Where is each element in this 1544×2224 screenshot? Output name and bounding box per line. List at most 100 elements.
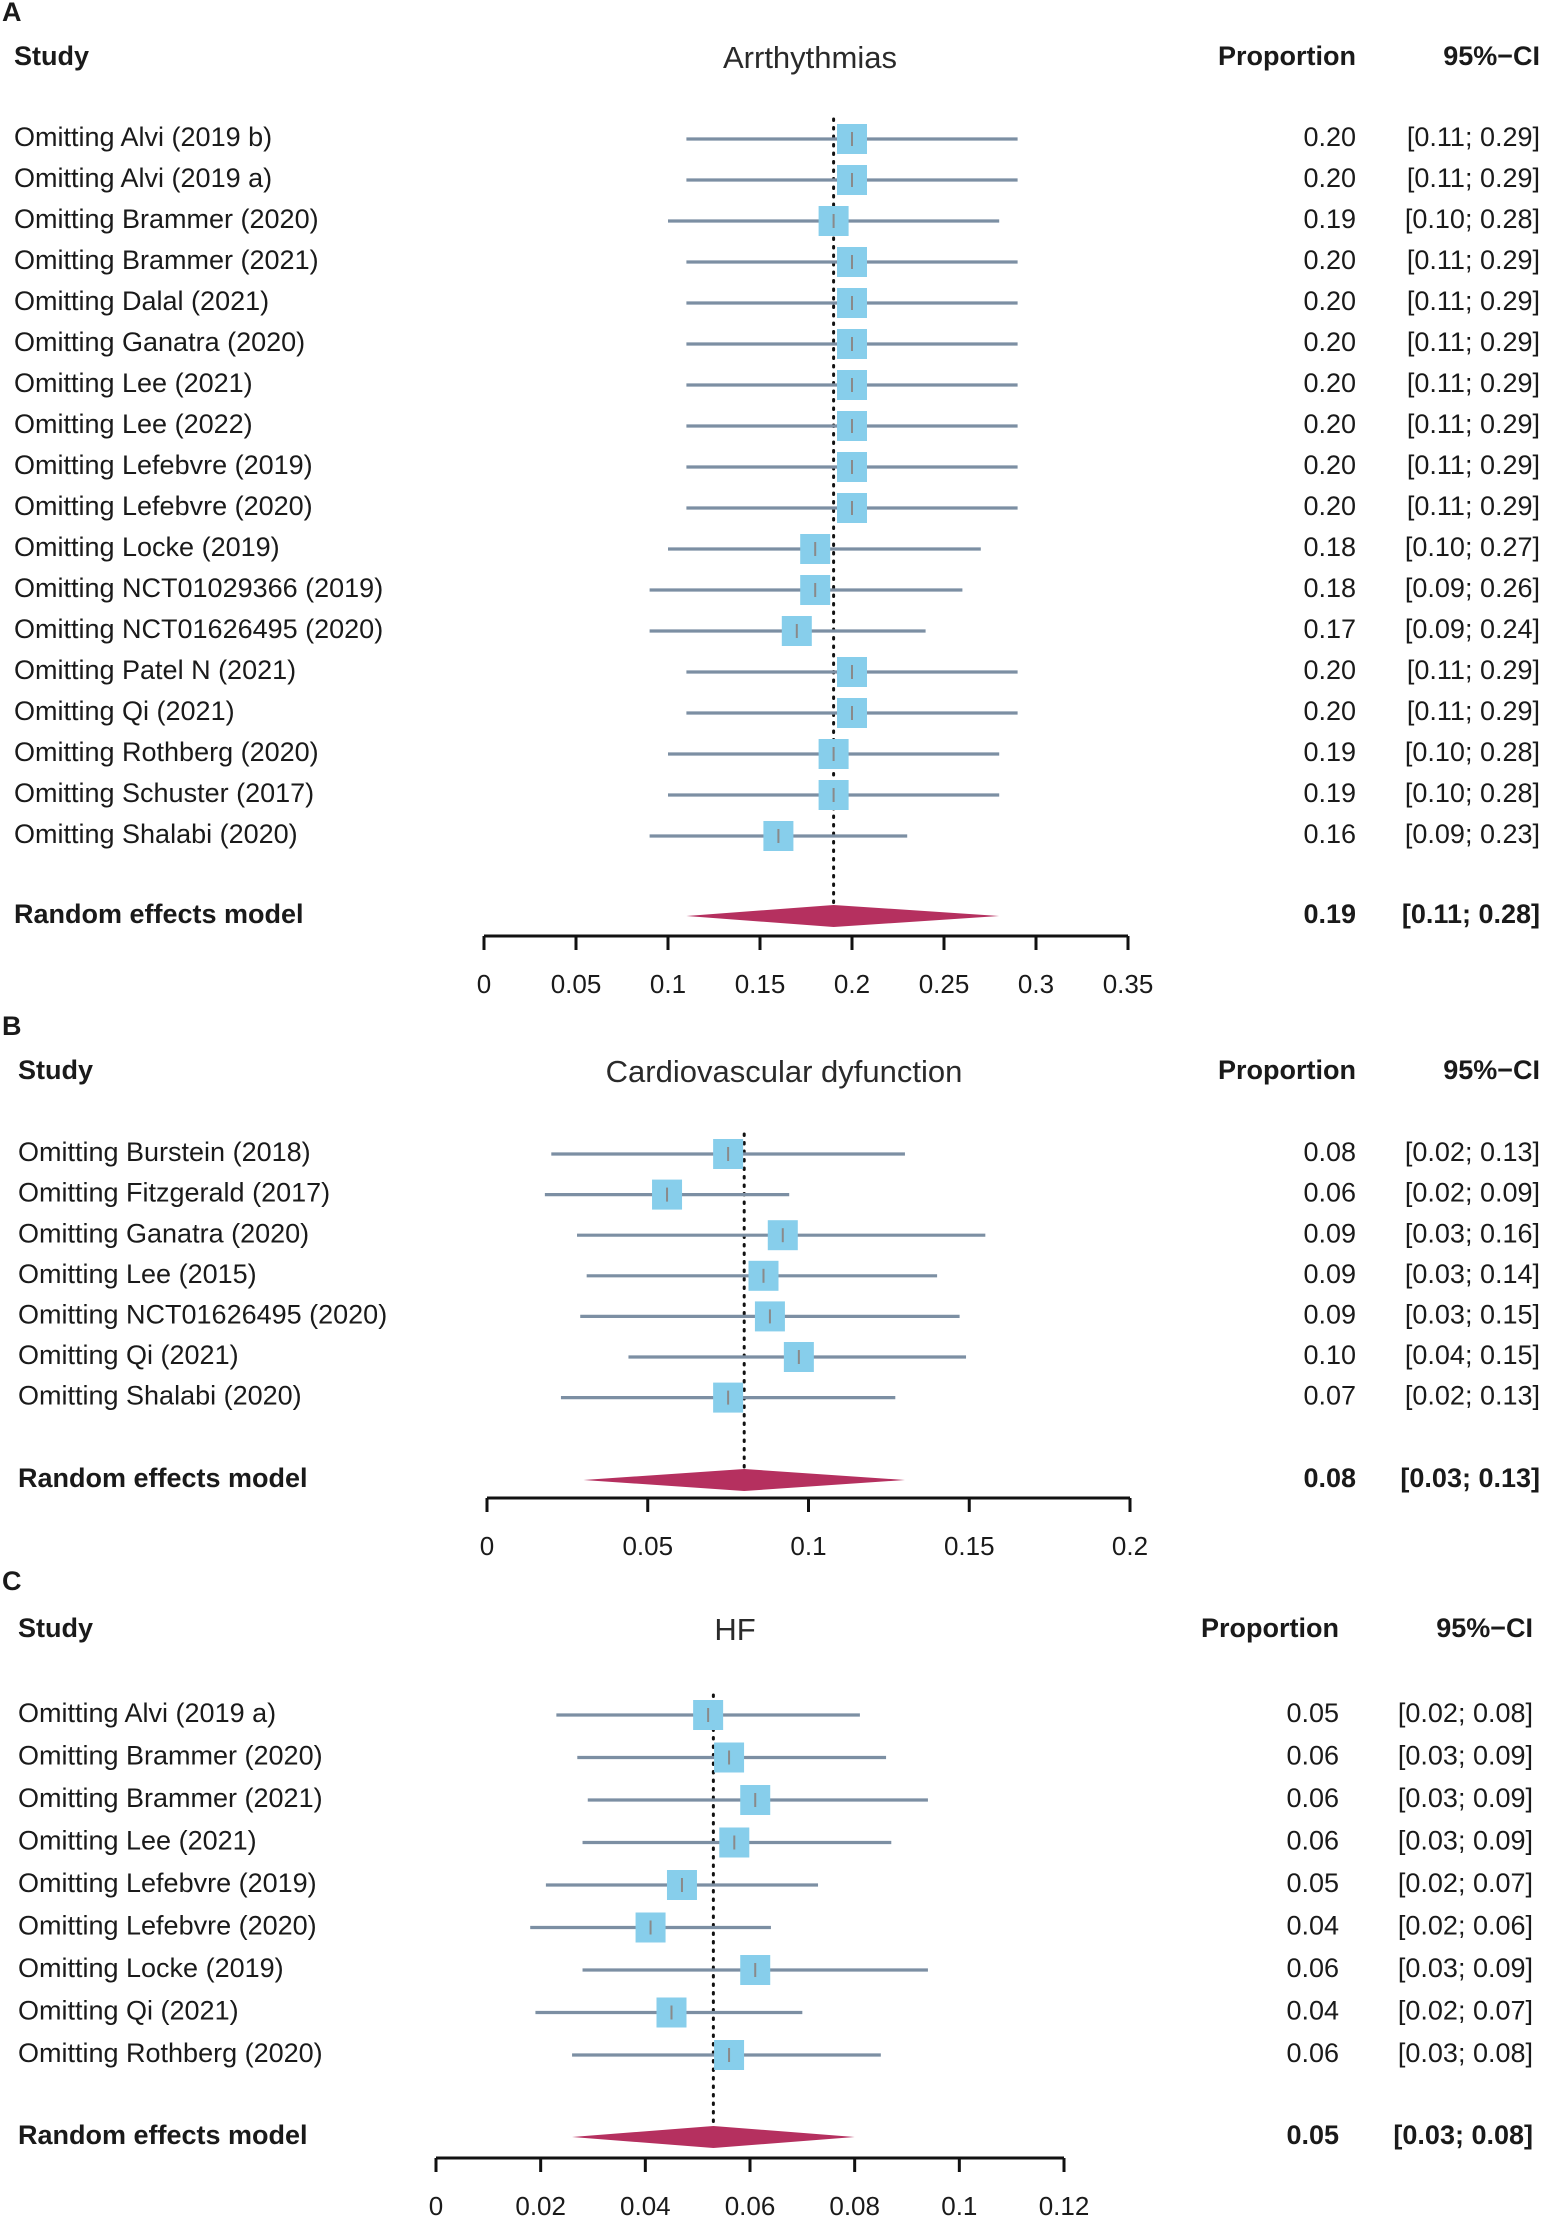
panel-a-ci-value: [0.09; 0.23] (1405, 819, 1540, 849)
panel-a-title: Arrthythmias (723, 40, 897, 75)
panel-c-ci-value: [0.03; 0.09] (1398, 1741, 1533, 1771)
panel-b-tick-label: 0.2 (1112, 1531, 1148, 1561)
panel-a-ci-value: [0.11; 0.29] (1407, 368, 1540, 398)
panel-c-proportion-value: 0.04 (1286, 1911, 1339, 1941)
panel-a-ci-value: [0.11; 0.29] (1407, 655, 1540, 685)
panel-a-ci-value: [0.10; 0.28] (1405, 778, 1540, 808)
panel-a-study-label: Omitting Lefebvre (2019) (14, 450, 313, 480)
panel-b-ci-value: [0.02; 0.13] (1405, 1381, 1540, 1411)
panel-a-ci-value: [0.11; 0.29] (1407, 327, 1540, 357)
panel-b-summary-diamond (583, 1469, 905, 1491)
panel-a-study-label: Omitting Dalal (2021) (14, 286, 269, 316)
panel-b-study-label: Omitting Qi (2021) (18, 1340, 239, 1370)
panel-c-header-proportion: Proportion (1201, 1613, 1339, 1643)
panel-c-ci-value: [0.02; 0.08] (1398, 1698, 1533, 1728)
panel-a-study-label: Omitting Locke (2019) (14, 532, 280, 562)
panel-b-header-proportion: Proportion (1218, 1055, 1356, 1085)
panel-a-summary-diamond (686, 905, 1000, 927)
panel-a-proportion-value: 0.20 (1303, 286, 1356, 316)
panel-c-proportion-value: 0.06 (1286, 1953, 1339, 1983)
panel-b-letter: B (2, 1011, 22, 1041)
panel-c-tick-label: 0.06 (725, 2191, 776, 2221)
panel-c-ci-value: [0.03; 0.09] (1398, 1783, 1533, 1813)
panel-b-study-label: Omitting Lee (2015) (18, 1259, 257, 1289)
panel-a-study-label: Omitting Rothberg (2020) (14, 737, 319, 767)
panel-c-tick-label: 0.12 (1039, 2191, 1090, 2221)
panel-a-proportion-value: 0.20 (1303, 409, 1356, 439)
panel-a-study-label: Omitting Alvi (2019 b) (14, 122, 272, 152)
panel-b-proportion-value: 0.09 (1303, 1259, 1356, 1289)
panel-b-proportion-value: 0.08 (1303, 1137, 1356, 1167)
panel-b-summary-ci: [0.03; 0.13] (1400, 1463, 1540, 1493)
panel-a-proportion-value: 0.20 (1303, 696, 1356, 726)
panel-c-summary-diamond (572, 2126, 855, 2148)
panel-c-ci-value: [0.03; 0.08] (1398, 2038, 1533, 2068)
panel-c-ci-value: [0.02; 0.07] (1398, 1868, 1533, 1898)
panel-c-study-label: Omitting Brammer (2021) (18, 1783, 323, 1813)
panel-a-study-label: Omitting Brammer (2020) (14, 204, 319, 234)
panel-c-study-label: Omitting Lee (2021) (18, 1826, 257, 1856)
panel-a-summary-proportion: 0.19 (1303, 899, 1356, 929)
panel-c-proportion-value: 0.05 (1286, 1698, 1339, 1728)
panel-a-ci-value: [0.11; 0.29] (1407, 286, 1540, 316)
panel-a-ci-value: [0.09; 0.24] (1405, 614, 1540, 644)
panel-a-ci-value: [0.11; 0.29] (1407, 409, 1540, 439)
panel-a-ci-value: [0.10; 0.28] (1405, 204, 1540, 234)
panel-c-header-study: Study (18, 1613, 93, 1643)
panel-c-study-label: Omitting Lefebvre (2019) (18, 1868, 317, 1898)
panel-c-ci-value: [0.02; 0.06] (1398, 1911, 1533, 1941)
panel-b-header-study: Study (18, 1055, 93, 1085)
panel-c-study-label: Omitting Brammer (2020) (18, 1741, 323, 1771)
panel-c-proportion-value: 0.06 (1286, 1741, 1339, 1771)
panel-c-summary-ci: [0.03; 0.08] (1393, 2120, 1533, 2150)
panel-a-ci-value: [0.11; 0.29] (1407, 450, 1540, 480)
panel-b-study-label: Omitting Shalabi (2020) (18, 1381, 302, 1411)
panel-a-proportion-value: 0.18 (1303, 573, 1356, 603)
panel-a-proportion-value: 0.20 (1303, 368, 1356, 398)
panel-a-proportion-value: 0.20 (1303, 491, 1356, 521)
panel-c-ci-value: [0.03; 0.09] (1398, 1953, 1533, 1983)
panel-a-proportion-value: 0.19 (1303, 737, 1356, 767)
panel-b-ci-value: [0.02; 0.09] (1405, 1178, 1540, 1208)
panel-c-study-label: Omitting Alvi (2019 a) (18, 1698, 276, 1728)
panel-a-tick-label: 0.1 (650, 969, 686, 999)
panel-c-tick-label: 0 (429, 2191, 443, 2221)
panel-a-header-proportion: Proportion (1218, 41, 1356, 71)
panel-a-tick-label: 0.3 (1018, 969, 1054, 999)
panel-a-tick-label: 0.25 (919, 969, 970, 999)
panel-b-summary-label: Random effects model (18, 1463, 308, 1493)
panel-a-ci-value: [0.09; 0.26] (1405, 573, 1540, 603)
panel-a-header-ci: 95%−CI (1443, 41, 1540, 71)
panel-b-title: Cardiovascular dyfunction (606, 1054, 963, 1089)
panel-c-proportion-value: 0.05 (1286, 1868, 1339, 1898)
panel-b-proportion-value: 0.09 (1303, 1218, 1356, 1248)
panel-b-tick-label: 0.1 (790, 1531, 826, 1561)
panel-a-proportion-value: 0.17 (1303, 614, 1356, 644)
panel-c-header-ci: 95%−CI (1436, 1613, 1533, 1643)
panel-a-header-study: Study (14, 41, 89, 71)
panel-c-title: HF (714, 1612, 755, 1647)
panel-b-proportion-value: 0.10 (1303, 1340, 1356, 1370)
panel-a-proportion-value: 0.20 (1303, 655, 1356, 685)
panel-c-proportion-value: 0.06 (1286, 1783, 1339, 1813)
panel-b-study-label: Omitting Burstein (2018) (18, 1137, 311, 1167)
panel-b-ci-value: [0.03; 0.14] (1405, 1259, 1540, 1289)
panel-c-study-label: Omitting Qi (2021) (18, 1996, 239, 2026)
panel-a-proportion-value: 0.20 (1303, 327, 1356, 357)
panel-c-study-label: Omitting Lefebvre (2020) (18, 1911, 317, 1941)
panel-c-summary-label: Random effects model (18, 2120, 308, 2150)
panel-c-tick-label: 0.1 (941, 2191, 977, 2221)
panel-a-study-label: Omitting Lee (2021) (14, 368, 253, 398)
panel-b-proportion-value: 0.09 (1303, 1300, 1356, 1330)
panel-c-study-label: Omitting Rothberg (2020) (18, 2038, 323, 2068)
panel-a-proportion-value: 0.18 (1303, 532, 1356, 562)
panel-a-letter: A (2, 0, 22, 27)
panel-a-study-label: Omitting Lefebvre (2020) (14, 491, 313, 521)
panel-a-summary-ci: [0.11; 0.28] (1402, 899, 1540, 929)
panel-a-ci-value: [0.11; 0.29] (1407, 696, 1540, 726)
panel-c-ci-value: [0.02; 0.07] (1398, 1996, 1533, 2026)
panel-a-proportion-value: 0.20 (1303, 245, 1356, 275)
panel-b-tick-label: 0.05 (622, 1531, 673, 1561)
panel-a-tick-label: 0 (477, 969, 491, 999)
